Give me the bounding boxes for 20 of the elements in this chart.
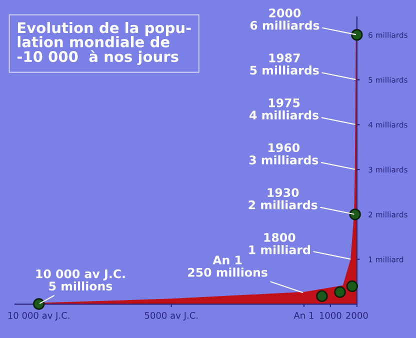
x-tick-label: 2000 [346, 312, 368, 319]
annotation: 1800 1 milliard [249, 232, 310, 254]
x-tick-label: 10 000 av J.C. [8, 312, 70, 321]
annotation: 1930 2 milliards [248, 188, 318, 210]
text: Evolution de la popu- lation mondiale de -10 000 à nos jours [17, 22, 191, 66]
point [349, 208, 361, 220]
annotation: 2000 6 milliards [250, 8, 320, 30]
annotation: An 1 250 millions [188, 256, 268, 277]
annotation: 10 000 av J.C. 5 millions [36, 269, 125, 291]
point [32, 298, 45, 310]
point [316, 290, 328, 302]
x-tick-label: An 1 [294, 312, 314, 319]
x-tick-label: 5000 av J.C. [144, 312, 198, 321]
point [351, 29, 363, 41]
annotation: 1987 5 milliards [250, 53, 319, 75]
x-tick-label: 1000 [320, 312, 342, 319]
point [334, 286, 346, 298]
annotation: 1960 3 milliards [249, 143, 318, 164]
point [346, 280, 358, 292]
annotation: 1975 4 milliards [250, 98, 319, 120]
